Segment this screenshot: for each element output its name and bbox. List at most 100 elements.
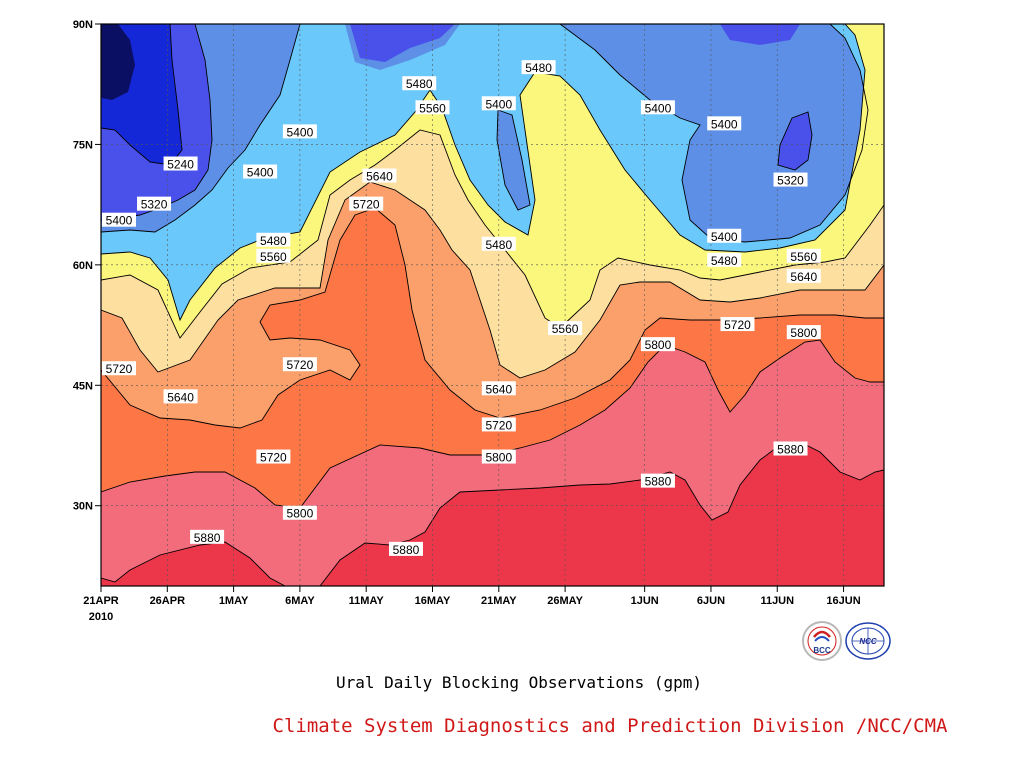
contour-label-bg [362,168,397,183]
contour-label-text: 5400 [485,97,512,111]
contour-line [101,24,866,322]
contour-value-label: 5880 [640,473,675,489]
contour-label-bg [773,172,808,187]
contour-label-bg [481,417,516,432]
contour-label-bg [190,529,225,544]
contour-label-text: 5800 [287,507,314,521]
contour-value-label: 5720 [720,317,755,332]
contour-value-label: 5720 [102,361,136,376]
contour-line [101,207,884,429]
credit-line: Climate System Diagnostics and Predictio… [273,715,948,737]
contour-label-text: 5640 [790,270,817,284]
plot-frame [100,23,885,587]
contour-label-bg [640,100,675,115]
contour-value-label: 5480 [481,236,516,252]
contour-label-text: 5240 [167,158,194,172]
contour-label-bg [481,381,516,396]
contour-label-bg [707,116,742,131]
contour-label-text: 5800 [645,338,672,352]
contour-value-label: 5240 [163,156,198,172]
contour-lines [101,24,884,586]
y-tick-label: 45N [73,380,93,392]
contour-value-label: 5800 [282,505,317,521]
contour-label-text: 5640 [485,382,512,396]
contour-value-label: 5640 [481,381,516,396]
contour-value-label: 5640 [786,268,821,284]
contour-value-label: 5400 [707,116,742,131]
contour-label-bg [163,389,198,404]
contour-label-bg [243,164,278,179]
contour-label-text: 5400 [645,101,672,115]
contour-line [101,541,286,586]
contour-label-text: 5640 [167,390,194,404]
contour-label-text: 5560 [790,250,817,264]
contour-value-label: 5800 [786,325,821,340]
contour-label-bg [282,357,317,372]
contour-label-text: 5640 [366,170,393,184]
contour-labels: 5480 5480 5560 5400 5400 5400 5400 5240 5400 5640… [102,60,821,557]
x-tick-label: 11MAY [349,595,385,607]
contour-line [319,441,884,586]
contour-label-text: 5720 [106,362,133,376]
contour-label-bg [786,325,821,340]
x-tick-label: 1MAY [219,595,249,607]
contour-label-bg [256,232,291,247]
y-tick-label: 75N [73,139,93,151]
bcc-logo: BCC [802,621,842,661]
band-5880-b [320,442,884,586]
contour-label-bg [640,473,675,488]
contour-label-bg [102,212,136,227]
x-tick-label: 1JUN [631,595,659,607]
x-tick-label: 6MAY [285,595,315,607]
contour-label-text: 5400 [287,125,314,139]
contour-label-bg [402,76,437,91]
contour-value-label: 5400 [102,212,136,228]
contour-label-bg [481,96,516,111]
contour-label-text: 5400 [106,214,133,228]
y-tick-label: 90N [73,19,93,31]
contour-label-text: 5720 [287,358,314,372]
contour-label-bg [707,228,742,243]
x-tick-label: 26MAY [547,595,583,607]
band-5400-c [560,24,868,242]
ncc-logo: NCC [845,622,891,660]
contour-value-label: 5880 [773,441,808,457]
contour-value-label: 5880 [190,529,225,545]
contour-value-label: 5400 [640,100,675,115]
contour-line [101,24,301,233]
svg-text:BCC: BCC [813,646,831,655]
contour-value-label: 5560 [256,248,291,264]
x-year-label: 2010 [89,611,113,623]
x-tick-label: 21APR [83,595,119,607]
y-tick-label: 30N [73,501,93,513]
contour-value-label: 5720 [349,196,384,212]
contour-label-text: 5480 [260,234,287,248]
contour-label-text: 5320 [141,198,168,212]
contour-label-bg [640,337,675,352]
contour-label-text: 5560 [260,250,287,264]
contour-label-text: 5880 [393,543,420,557]
contour-label-text: 5320 [777,174,804,188]
contour-label-bg [349,196,384,211]
contour-label-bg [102,361,136,376]
contour-label-text: 5560 [419,101,446,115]
contour-label-bg [548,321,583,336]
contour-label-bg [388,541,423,556]
contour-line [777,111,813,171]
contour-value-label: 5320 [137,196,172,212]
svg-text:NCC: NCC [859,637,877,646]
contour-value-label: 5400 [481,96,516,111]
y-tick-label: 60N [73,260,93,272]
x-tick-label: 6JUN [697,595,725,607]
contour-label-bg [415,100,450,115]
contour-line [496,109,531,211]
band-5320-b [350,24,455,62]
x-tick-label: 11JUN [760,595,794,607]
band-5880-a [101,542,285,586]
contour-label-text: 5880 [194,531,221,545]
contour-label-text: 5480 [525,61,552,75]
contour-value-label: 5720 [282,357,317,372]
contour-label-bg [720,317,755,332]
contour-label-bg [521,60,556,75]
